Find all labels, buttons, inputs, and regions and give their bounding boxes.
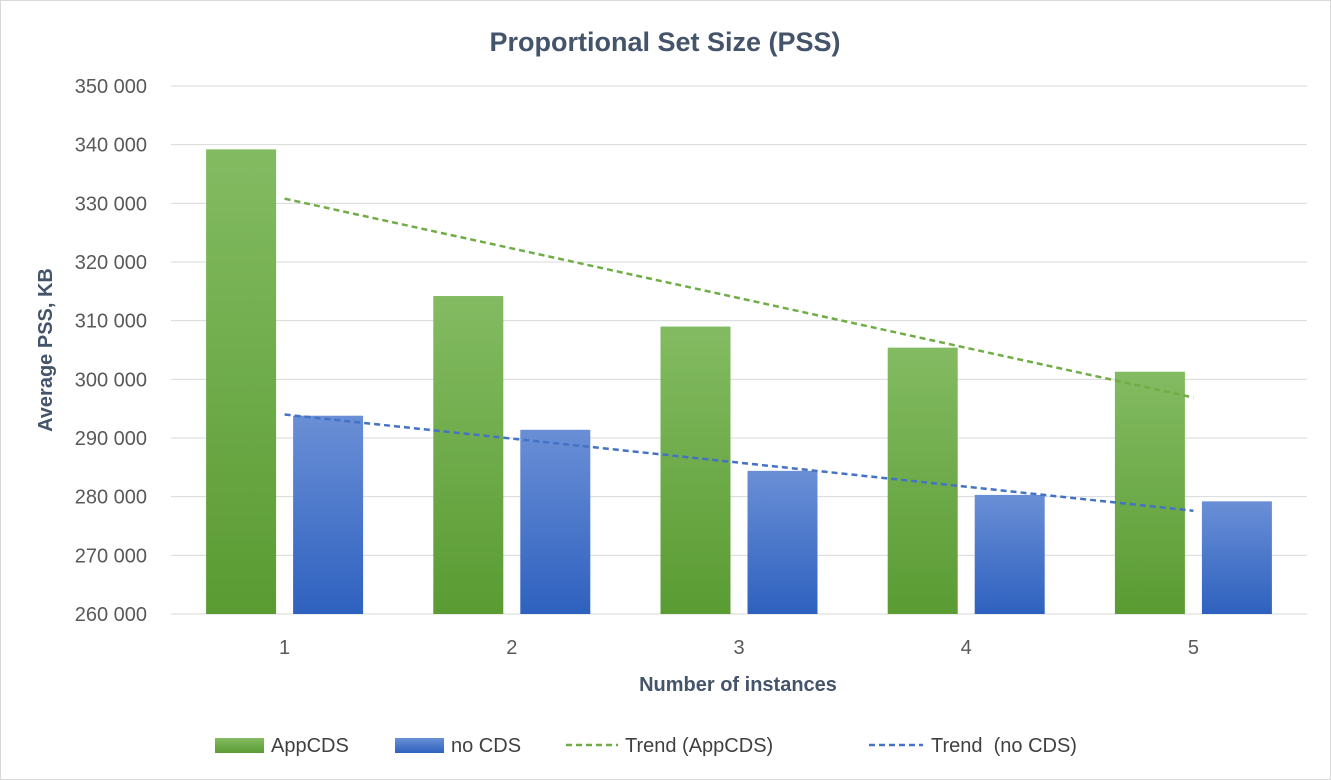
legend-swatch-no-cds	[395, 738, 444, 753]
legend-item-appcds: AppCDS	[215, 735, 349, 757]
y-tick-label: 290 000	[75, 428, 147, 450]
x-axis-ticks: 1 2 3 4 5	[279, 637, 1199, 659]
trendlines	[284, 197, 1194, 512]
x-tick-label: 3	[733, 637, 744, 659]
legend-label-trend-no-cds: Trend (no CDS)	[931, 735, 1077, 757]
x-tick-label: 4	[961, 637, 972, 659]
x-tick-label: 2	[506, 637, 517, 659]
legend-label-appcds: AppCDS	[271, 735, 349, 757]
bar-no-cds	[293, 415, 364, 614]
y-tick-label: 350 000	[75, 76, 147, 98]
x-tick-label: 5	[1188, 637, 1199, 659]
chart-title: Proportional Set Size (PSS)	[489, 27, 840, 57]
bar-no-cds	[974, 494, 1045, 614]
trendline-appcds	[284, 197, 1194, 399]
y-tick-label: 310 000	[75, 311, 147, 333]
bar-no-cds	[520, 429, 591, 614]
bar-no-cds	[1201, 501, 1272, 614]
x-tick-label: 1	[279, 637, 290, 659]
x-axis-title: Number of instances	[639, 674, 837, 696]
legend-label-trend-appcds: Trend (AppCDS)	[625, 735, 773, 757]
legend-item-trend-appcds: Trend (AppCDS)	[566, 735, 773, 757]
bar-appcds	[1114, 371, 1185, 614]
bar-appcds	[887, 347, 958, 614]
y-tick-label: 260 000	[75, 604, 147, 626]
y-tick-label: 300 000	[75, 369, 147, 391]
legend-item-trend-no-cds: Trend (no CDS)	[869, 735, 1077, 757]
bar-appcds	[206, 149, 277, 615]
legend-item-no-cds: no CDS	[395, 735, 521, 757]
y-tick-label: 270 000	[75, 545, 147, 567]
legend: AppCDS no CDS Trend (AppCDS) Trend (no C…	[215, 735, 1077, 757]
bar-appcds	[660, 326, 731, 614]
bar-no-cds	[747, 470, 818, 614]
y-axis-title: Average PSS, KB	[35, 268, 57, 432]
legend-swatch-appcds	[215, 738, 264, 753]
y-tick-label: 280 000	[75, 487, 147, 509]
y-tick-label: 340 000	[75, 135, 147, 157]
y-tick-label: 330 000	[75, 193, 147, 215]
bar-appcds	[433, 296, 504, 614]
bars	[206, 149, 1272, 615]
y-axis-ticks: 260 000 270 000 280 000 290 000 300 000 310 0…	[75, 76, 147, 626]
trendline-no-cds	[284, 413, 1194, 512]
legend-label-no-cds: no CDS	[451, 735, 521, 757]
y-tick-label: 320 000	[75, 252, 147, 274]
